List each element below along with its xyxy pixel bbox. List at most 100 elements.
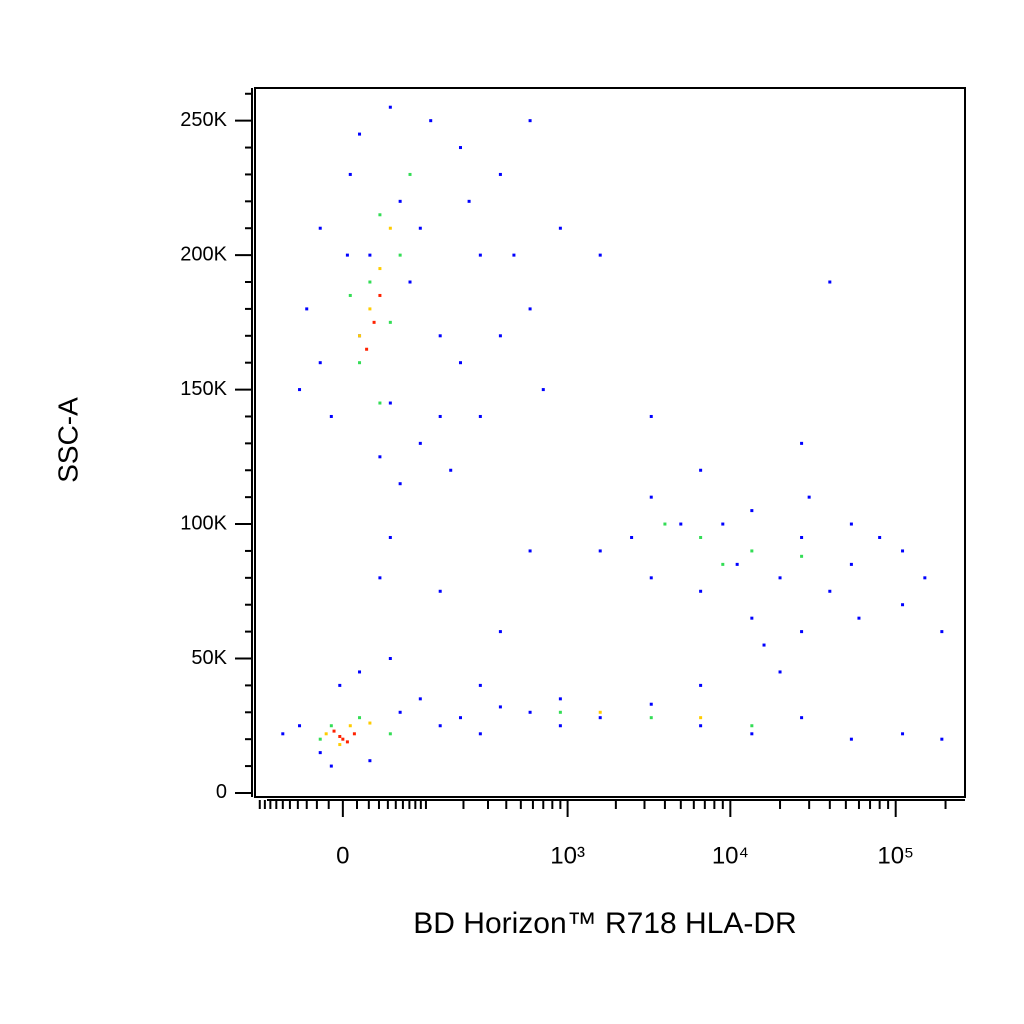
data-point — [429, 119, 433, 123]
data-point — [338, 743, 342, 747]
data-point — [358, 716, 362, 720]
data-point — [388, 535, 392, 539]
data-point — [378, 401, 382, 405]
data-point — [458, 716, 462, 720]
data-point — [630, 535, 634, 539]
data-point — [358, 334, 362, 338]
x-tick-label: 0 — [336, 842, 349, 869]
data-point — [398, 482, 402, 486]
data-point — [800, 630, 804, 634]
plot-frame — [254, 87, 966, 798]
data-point — [940, 737, 944, 741]
data-point — [388, 657, 392, 661]
data-point — [348, 172, 352, 176]
data-point — [750, 724, 754, 728]
data-point — [762, 643, 766, 647]
data-point — [807, 495, 811, 499]
data-point — [649, 495, 653, 499]
data-point — [735, 562, 739, 566]
data-point — [498, 334, 502, 338]
data-point — [528, 549, 532, 553]
y-tick-label: 200K — [180, 243, 227, 265]
data-point — [750, 509, 754, 513]
data-point — [750, 616, 754, 620]
data-point — [305, 307, 309, 311]
data-point — [418, 697, 422, 701]
data-point — [338, 734, 342, 738]
data-point — [418, 441, 422, 445]
data-point — [498, 172, 502, 176]
data-point — [388, 105, 392, 109]
data-point — [281, 732, 285, 736]
data-point — [378, 213, 382, 217]
data-point — [438, 724, 442, 728]
data-point — [368, 759, 372, 763]
data-point — [458, 146, 462, 150]
data-point — [878, 535, 882, 539]
data-point — [558, 226, 562, 230]
data-point — [598, 710, 602, 714]
data-point — [649, 414, 653, 418]
data-point — [541, 388, 545, 392]
data-point — [800, 535, 804, 539]
x-axis-label: BD Horizon™ R718 HLA-DR — [413, 907, 796, 940]
data-point — [418, 226, 422, 230]
data-point — [721, 562, 725, 566]
data-point — [345, 253, 349, 257]
data-point — [649, 576, 653, 580]
data-point — [318, 737, 322, 741]
data-point — [345, 740, 349, 744]
data-point — [721, 522, 725, 526]
data-point — [298, 388, 302, 392]
data-point — [857, 616, 861, 620]
data-point — [348, 724, 352, 728]
data-point — [828, 280, 832, 284]
data-point — [800, 441, 804, 445]
data-point — [528, 119, 532, 123]
data-point — [338, 683, 342, 687]
data-point — [901, 549, 905, 553]
data-point — [318, 751, 322, 755]
x-tick-label: 10⁴ — [712, 842, 749, 869]
data-point — [558, 724, 562, 728]
data-point — [663, 522, 667, 526]
data-point — [438, 334, 442, 338]
data-point — [699, 683, 703, 687]
data-point — [388, 732, 392, 736]
data-point — [923, 576, 927, 580]
data-point — [318, 226, 322, 230]
data-point — [940, 630, 944, 634]
data-point — [800, 554, 804, 558]
data-point — [849, 737, 853, 741]
y-tick-label: 0 — [216, 781, 227, 803]
data-point — [348, 293, 352, 297]
data-point — [828, 589, 832, 593]
data-point — [378, 267, 382, 271]
data-point — [558, 710, 562, 714]
data-point — [352, 732, 356, 736]
data-point — [598, 253, 602, 257]
y-tick-label: 100K — [180, 512, 227, 534]
data-point — [438, 414, 442, 418]
data-point — [901, 603, 905, 607]
data-point — [358, 361, 362, 365]
data-point — [329, 764, 333, 768]
data-point — [699, 468, 703, 472]
data-point — [478, 414, 482, 418]
data-point — [849, 562, 853, 566]
data-point — [699, 716, 703, 720]
data-point — [498, 705, 502, 709]
data-point — [458, 361, 462, 365]
data-point — [512, 253, 516, 257]
y-tick-label: 50K — [191, 647, 227, 669]
data-point — [778, 576, 782, 580]
data-point — [408, 172, 412, 176]
data-point — [528, 307, 532, 311]
data-point — [498, 630, 502, 634]
data-point — [368, 721, 372, 725]
data-point — [318, 361, 322, 365]
data-point — [528, 710, 532, 714]
data-point — [324, 732, 328, 736]
data-point — [467, 199, 471, 203]
